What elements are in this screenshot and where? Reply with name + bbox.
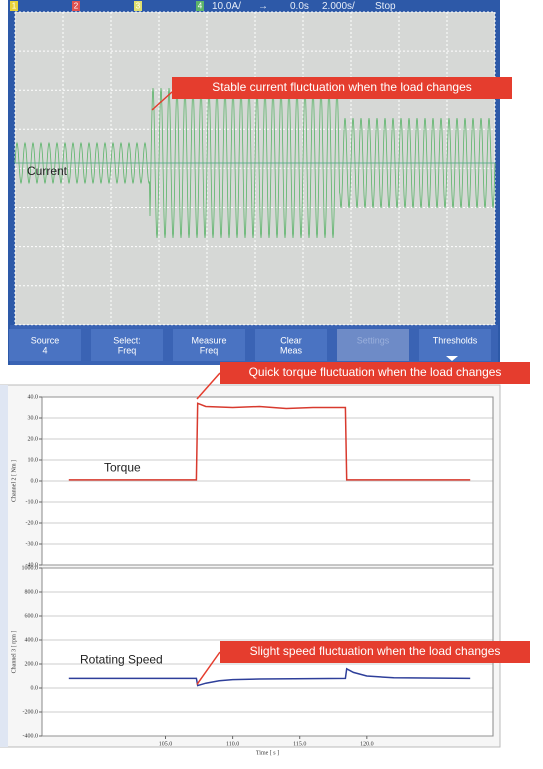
annotation: Quick torque fluctuation when the load c… [249, 365, 502, 379]
page: 123410.0A/→0.0s2.000s/StopSource4Select:… [0, 0, 543, 769]
menu-label: Measure [191, 335, 226, 345]
x-tick-label: 115.0 [293, 741, 306, 747]
y-tick-label: 1000.0 [22, 565, 39, 571]
menu-label: 4 [42, 345, 47, 355]
x-tick-label: 105.0 [159, 741, 173, 747]
y-tick-label: 200.0 [25, 661, 39, 667]
channel-number: 3 [136, 2, 141, 11]
x-tick-label: 120.0 [360, 741, 374, 747]
x-axis-label: Time [ s ] [256, 750, 279, 756]
y-tick-label: 800.0 [25, 589, 39, 595]
y-tick-label: -400.0 [23, 733, 39, 739]
series-label: Torque [104, 461, 141, 475]
menu-label: Freq [200, 345, 219, 355]
y-tick-label: 20.0 [28, 436, 39, 442]
y-tick-label: 600.0 [25, 613, 39, 619]
channel-number: 1 [12, 2, 17, 11]
y-tick-label: 10.0 [28, 457, 39, 463]
y-tick-label: -200.0 [23, 709, 39, 715]
menu-label: Meas [280, 345, 303, 355]
menu-label: Freq [118, 345, 137, 355]
trace-label: Current [27, 164, 68, 178]
menu-label: Settings [357, 335, 390, 345]
status-text: 0.0s [290, 1, 309, 12]
series-label: Rotating Speed [80, 653, 163, 667]
y-tick-label: 0.0 [31, 478, 39, 484]
y-tick-label: -10.0 [26, 499, 39, 505]
menu-label: Thresholds [433, 335, 478, 345]
scrollbar [0, 385, 8, 747]
y-axis-label: Channel 2 [ Nm ] [11, 460, 17, 502]
status-text: 2.000s/ [322, 1, 355, 12]
y-tick-label: -20.0 [26, 520, 39, 526]
y-tick-label: 30.0 [28, 415, 39, 421]
y-tick-label: 40.0 [28, 394, 39, 400]
y-tick-label: -30.0 [26, 541, 39, 547]
status-text: Stop [375, 1, 396, 12]
y-tick-label: 0.0 [31, 685, 39, 691]
menu-label: Source [31, 335, 60, 345]
status-text: 10.0A/ [212, 1, 241, 12]
y-tick-label: 400.0 [25, 637, 39, 643]
channel-number: 2 [74, 2, 79, 11]
menu-label: Clear [280, 335, 302, 345]
annotation: Slight speed fluctuation when the load c… [250, 644, 501, 658]
menu-label: Select: [113, 335, 141, 345]
status-text: → [258, 1, 268, 12]
channel-number: 4 [198, 2, 203, 11]
x-tick-label: 110.0 [226, 741, 239, 747]
screen: 123410.0A/→0.0s2.000s/StopSource4Select:… [0, 0, 543, 769]
annotation: Stable current fluctuation when the load… [212, 80, 472, 94]
y-axis-label: Channel 3 [ rpm ] [11, 631, 17, 674]
